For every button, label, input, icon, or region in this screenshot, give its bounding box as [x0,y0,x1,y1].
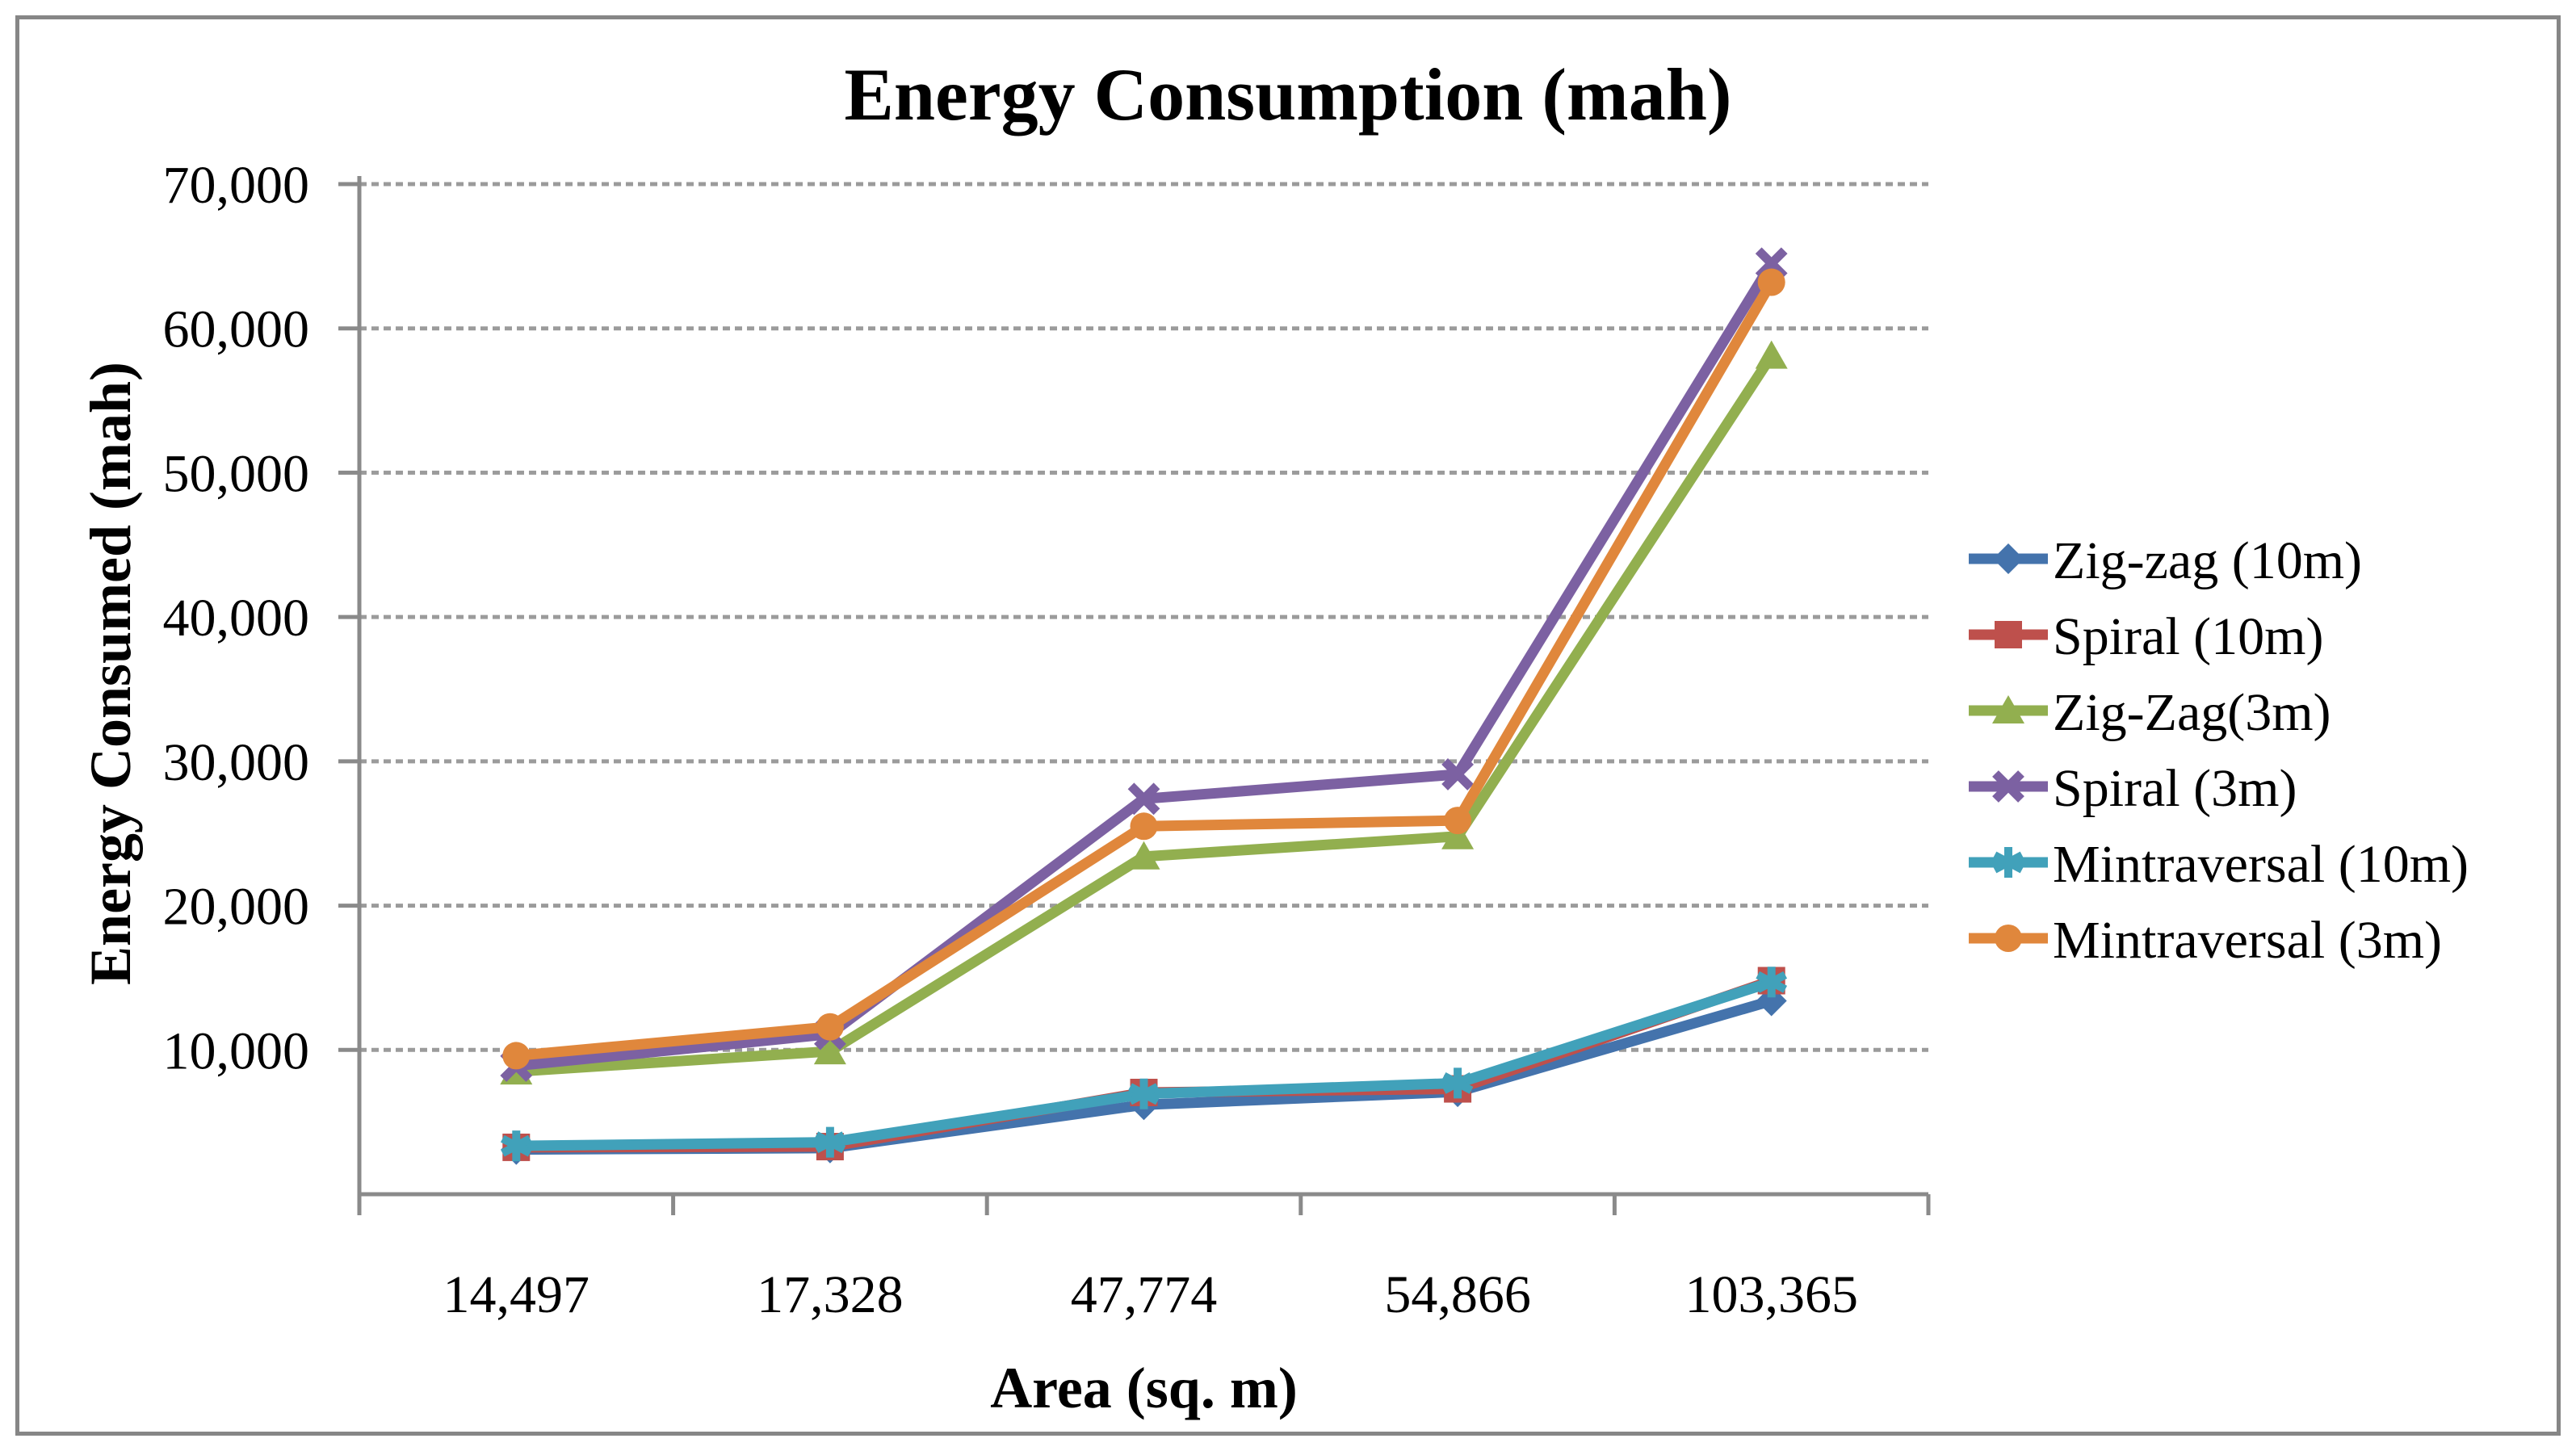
x-marker [1992,770,2024,803]
series-line [515,279,1777,1061]
series-line [516,996,1773,1155]
y-tick-label: 50,000 [163,444,310,503]
x-tick-label: 17,328 [757,1265,904,1324]
legend-label: Zig-zag (10m) [2053,531,2362,590]
y-tick-label: 10,000 [163,1021,310,1080]
circle-marker [1995,925,2022,952]
diamond-marker [1993,543,2024,574]
legend-label: Zig-Zag(3m) [2053,683,2331,742]
y-tick-label: 70,000 [163,156,310,215]
y-tick-label: 30,000 [163,733,310,792]
triangle-marker [1127,841,1160,870]
legend-item-zig-zag-3m: Zig-Zag(3m) [1969,683,2331,742]
x-tick-label: 103,365 [1684,1265,1858,1324]
legend-item-mintraversal-10m: Mintraversal (10m) [1969,835,2469,894]
asterisk-marker [1441,1067,1474,1099]
x-tick-label: 54,866 [1384,1265,1531,1324]
asterisk-marker [500,1130,532,1162]
legend-label: Mintraversal (10m) [2053,835,2469,894]
series-line [515,260,1777,1071]
circle-marker [816,1013,844,1041]
chart-title: Energy Consumption (mah) [844,53,1732,136]
triangle-marker [1441,820,1475,849]
y-tick-label: 60,000 [163,300,310,359]
series-mintraversal-3m [502,268,1785,1070]
circle-marker [1444,807,1472,835]
asterisk-marker [1992,847,2024,878]
legend-item-spiral-10m: Spiral (10m) [1969,607,2323,666]
legend-item-spiral-3m: Spiral (3m) [1969,759,2297,818]
x-tick-label: 47,774 [1071,1265,1218,1324]
triangle-marker [1992,695,2024,723]
triangle-marker [1755,340,1788,369]
x-marker [1127,782,1160,816]
asterisk-marker [1128,1078,1160,1109]
y-tick-label: 40,000 [163,589,310,648]
x-axis-title: Area (sq. m) [990,1356,1298,1420]
series-spiral-3m [500,247,1788,1082]
square-marker [1995,621,2022,648]
y-tick-label: 20,000 [163,878,310,937]
asterisk-marker [814,1126,846,1158]
series-zig-zag-3m [500,340,1788,1085]
legend-item-mintraversal-3m: Mintraversal (3m) [1969,911,2442,970]
series-line [515,353,1777,1077]
legend-item-zig-zag-10m: Zig-zag (10m) [1969,531,2362,590]
x-tick-label: 14,497 [443,1265,590,1324]
legend-label: Spiral (3m) [2053,759,2297,818]
legend-label: Mintraversal (3m) [2053,911,2442,970]
triangle-marker [813,1036,846,1065]
x-marker [1441,758,1474,791]
circle-marker [502,1042,531,1070]
series-mintraversal-10m [500,967,1788,1162]
circle-marker [1757,268,1785,296]
circle-marker [1130,812,1158,841]
series-zig-zag-10m [501,985,1787,1165]
legend-label: Spiral (10m) [2053,607,2323,666]
asterisk-marker [1756,967,1788,998]
